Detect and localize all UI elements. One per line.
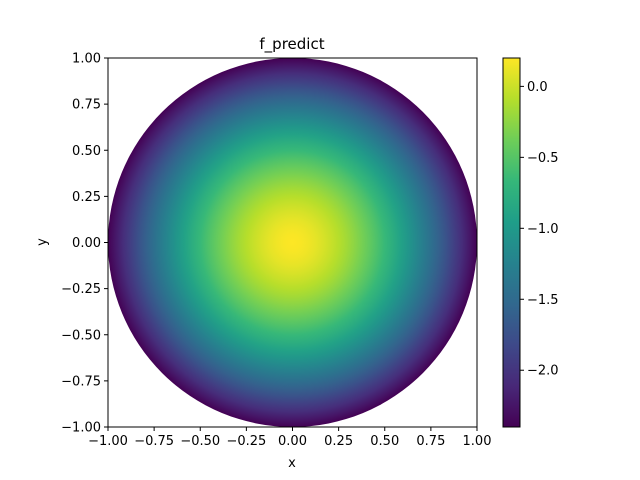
prediction-disk xyxy=(108,58,477,427)
y-tick-label: −0.75 xyxy=(61,374,101,389)
x-axis: −1.00 −0.75 −0.50 −0.25 0.00 0.25 0.50 0.75 1.00 xyxy=(88,427,491,449)
x-tick-label: −0.25 xyxy=(226,434,266,449)
plot-area xyxy=(107,57,478,428)
y-tick-label: 0.75 xyxy=(72,98,101,113)
x-tick-label: −1.00 xyxy=(88,434,128,449)
colorbar-tick-label: −0.5 xyxy=(527,151,559,166)
y-tick-label: −0.25 xyxy=(61,282,101,297)
colorbar-tick-label: −2.0 xyxy=(527,364,559,379)
y-tick-label: 1.00 xyxy=(72,52,101,67)
y-axis-label: y xyxy=(35,238,50,246)
colorbar-ticks: 0.0 −0.5 −1.0 −1.5 −2.0 xyxy=(520,80,559,379)
colorbar-frame xyxy=(502,57,521,428)
y-tick-label: −0.50 xyxy=(61,328,101,343)
x-tick-label: 0.25 xyxy=(324,434,353,449)
colorbar: 0.0 −0.5 −1.0 −1.5 −2.0 xyxy=(502,57,559,428)
x-tick-label: −0.50 xyxy=(180,434,220,449)
colorbar-tick-label: 0.0 xyxy=(527,80,548,95)
x-tick-label: 0.00 xyxy=(278,434,307,449)
colorbar-tick-label: −1.5 xyxy=(527,293,559,308)
x-tick-label: 0.50 xyxy=(370,434,399,449)
colorbar-scale xyxy=(503,58,520,427)
x-tick-label: 0.75 xyxy=(416,434,445,449)
y-tick-label: 0.25 xyxy=(72,190,101,205)
y-tick-label: 0.00 xyxy=(72,236,101,251)
chart-title: f_predict xyxy=(259,35,324,54)
y-tick-label: 0.50 xyxy=(72,144,101,159)
x-tick-label: 1.00 xyxy=(463,434,492,449)
x-axis-label: x xyxy=(288,456,296,471)
colorbar-tick-label: −1.0 xyxy=(527,222,559,237)
x-tick-label: −0.75 xyxy=(134,434,174,449)
y-tick-label: −1.00 xyxy=(61,421,101,436)
y-axis: −1.00 −0.75 −0.50 −0.25 0.00 0.25 0.50 0.75 1.00 xyxy=(61,52,108,436)
